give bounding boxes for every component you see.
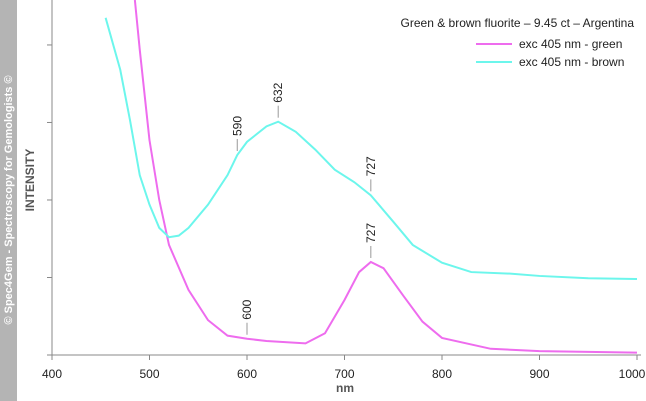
x-tick-label: 1000 <box>619 367 646 381</box>
peak-label: 727 <box>364 223 378 243</box>
watermark: © Spec4Gem - Spectroscopy for Gemologist… <box>3 75 15 324</box>
y-axis-label: INTENSITY <box>23 149 37 212</box>
series-line <box>104 17 638 281</box>
x-axis-label: nm <box>336 381 354 395</box>
series-line <box>133 0 638 354</box>
peak-label: 600 <box>240 299 254 319</box>
legend-label: exc 405 nm - brown <box>519 55 624 69</box>
x-tick-label: 700 <box>334 367 354 381</box>
legend-label: exc 405 nm - green <box>519 37 622 51</box>
legend-title: Green & brown fluorite – 9.45 ct – Argen… <box>401 16 635 30</box>
x-tick-label: 600 <box>237 367 257 381</box>
x-tick-label: 800 <box>432 367 452 381</box>
x-tick-label: 900 <box>529 367 549 381</box>
peak-label: 727 <box>364 156 378 176</box>
x-tick-label: 400 <box>42 367 62 381</box>
side-strip <box>0 0 17 401</box>
x-tick-label: 500 <box>139 367 159 381</box>
peak-label: 590 <box>230 116 244 136</box>
peak-label: 632 <box>271 82 285 102</box>
